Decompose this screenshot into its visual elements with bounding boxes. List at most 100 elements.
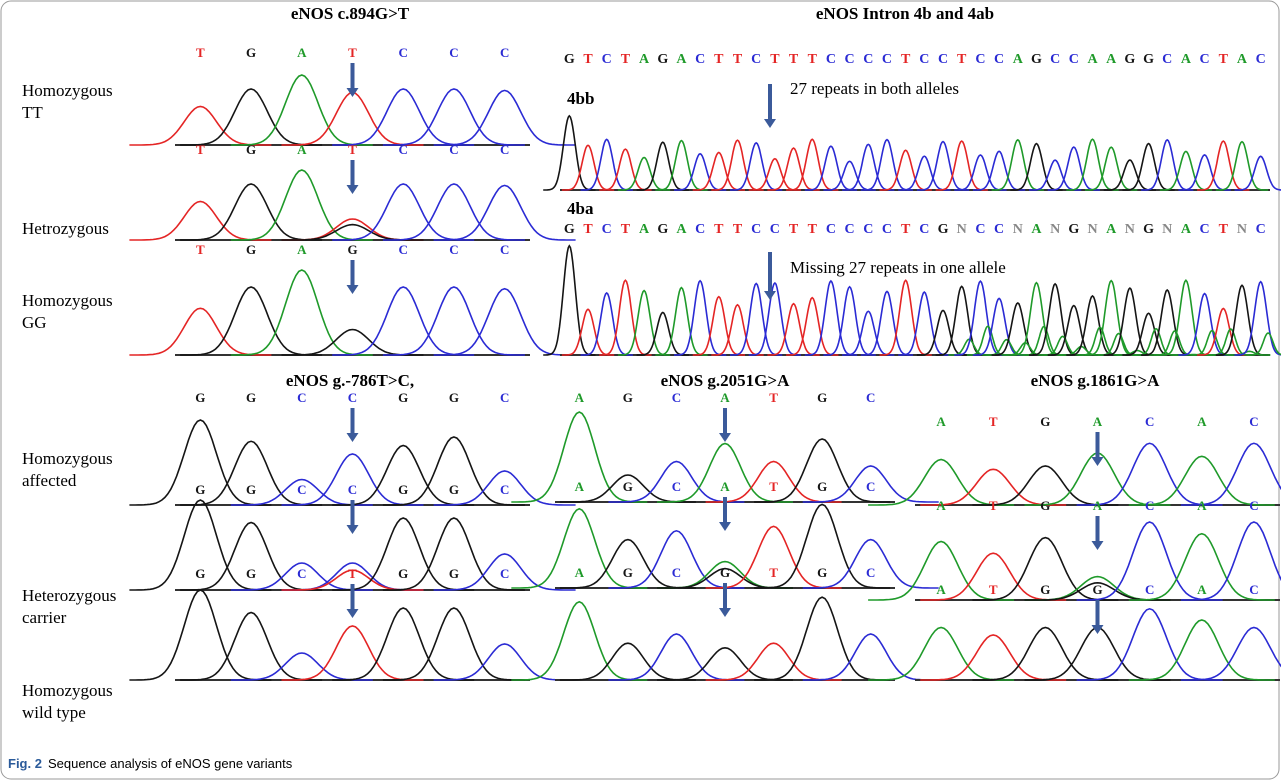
base-letter: C bbox=[1200, 222, 1210, 237]
base-letter: T bbox=[789, 52, 799, 67]
base-letter: A bbox=[1197, 414, 1207, 429]
base-letter: G bbox=[623, 390, 633, 405]
base-letter: A bbox=[1197, 498, 1207, 513]
base-letter: C bbox=[975, 52, 985, 67]
base-letter: T bbox=[901, 52, 911, 67]
base-letter: A bbox=[720, 390, 730, 405]
frame bbox=[1, 1, 1279, 779]
base-letter: G bbox=[1143, 52, 1154, 67]
base-letter: T bbox=[769, 479, 778, 494]
base-letter: G bbox=[246, 45, 256, 60]
row-label: Hetrozygous bbox=[22, 219, 109, 238]
base-letter: A bbox=[676, 222, 687, 237]
base-letter: G bbox=[195, 390, 205, 405]
base-letter: A bbox=[1031, 222, 1042, 237]
base-letter: A bbox=[1093, 498, 1103, 513]
base-letter: A bbox=[639, 52, 650, 67]
row-label-line: Homozygous bbox=[22, 81, 113, 100]
base-letter: G bbox=[1031, 52, 1042, 67]
base-letter: T bbox=[789, 222, 799, 237]
track-note: Missing 27 repeats in one allele bbox=[790, 258, 1006, 277]
base-letter: A bbox=[936, 582, 946, 597]
base-letter: C bbox=[297, 566, 306, 581]
base-letter: C bbox=[602, 52, 612, 67]
base-letter: T bbox=[1219, 222, 1229, 237]
base-letter: A bbox=[1106, 222, 1117, 237]
base-letter: G bbox=[657, 52, 668, 67]
base-letter: T bbox=[348, 45, 357, 60]
base-letter: A bbox=[676, 52, 687, 67]
base-letter: G bbox=[817, 565, 827, 580]
base-letter: C bbox=[863, 52, 873, 67]
base-letter: A bbox=[575, 565, 585, 580]
base-letter: G bbox=[246, 390, 256, 405]
base-letter: G bbox=[1040, 582, 1050, 597]
figure: eNOS c.894G>T eNOS Intron 4b and 4ab eNO… bbox=[0, 0, 1281, 781]
base-letter: A bbox=[1181, 222, 1192, 237]
base-letter: C bbox=[695, 52, 705, 67]
base-letter: C bbox=[1249, 582, 1258, 597]
base-letter: C bbox=[348, 390, 357, 405]
base-letter: G bbox=[1040, 414, 1050, 429]
base-letter: C bbox=[672, 479, 681, 494]
base-letter: A bbox=[1013, 52, 1024, 67]
base-letter: C bbox=[919, 52, 929, 67]
base-letter: T bbox=[714, 52, 724, 67]
base-letter: A bbox=[639, 222, 650, 237]
base-letter: C bbox=[348, 482, 357, 497]
base-letter: C bbox=[845, 52, 855, 67]
base-letter: C bbox=[1069, 52, 1079, 67]
row-label-line: Homozygous bbox=[22, 681, 113, 700]
base-letter: G bbox=[449, 390, 459, 405]
base-letter: T bbox=[733, 222, 743, 237]
base-letter: G bbox=[564, 52, 575, 67]
base-letter: T bbox=[583, 52, 593, 67]
base-letter: G bbox=[817, 479, 827, 494]
base-letter: C bbox=[449, 45, 458, 60]
base-letter: A bbox=[1181, 52, 1192, 67]
base-letter: C bbox=[500, 242, 509, 257]
track-note: 27 repeats in both alleles bbox=[790, 79, 959, 98]
base-letter: G bbox=[1124, 52, 1135, 67]
base-letter: C bbox=[919, 222, 929, 237]
base-letter: T bbox=[769, 565, 778, 580]
base-letter: C bbox=[695, 222, 705, 237]
base-letter: G bbox=[246, 566, 256, 581]
base-letter: N bbox=[1087, 222, 1097, 237]
row-label-line: Hetrozygous bbox=[22, 219, 109, 238]
base-letter: C bbox=[866, 390, 875, 405]
base-letter: T bbox=[714, 222, 724, 237]
base-letter: N bbox=[1237, 222, 1247, 237]
base-letter: N bbox=[1162, 222, 1172, 237]
base-letter: C bbox=[994, 52, 1004, 67]
base-letter: C bbox=[500, 390, 509, 405]
base-letter: G bbox=[938, 222, 949, 237]
base-letter: C bbox=[1200, 52, 1210, 67]
base-letter: A bbox=[720, 479, 730, 494]
base-letter: C bbox=[975, 222, 985, 237]
base-letter: C bbox=[297, 390, 306, 405]
base-letter: G bbox=[398, 390, 408, 405]
base-letter: C bbox=[1145, 414, 1154, 429]
track-label: 4ba bbox=[567, 199, 594, 218]
panel-title: eNOS g.-786T>C, bbox=[286, 371, 414, 390]
base-letter: A bbox=[1237, 52, 1248, 67]
panel-title: eNOS g.2051G>A bbox=[661, 371, 790, 390]
caption-label: Fig. 2 bbox=[8, 756, 42, 771]
caption: Fig. 2Sequence analysis of eNOS gene var… bbox=[8, 756, 293, 771]
base-letter: G bbox=[449, 566, 459, 581]
base-letter: C bbox=[1249, 498, 1258, 513]
base-letter: C bbox=[1256, 222, 1266, 237]
base-letter: C bbox=[1145, 582, 1154, 597]
base-letter: C bbox=[500, 566, 509, 581]
base-letter: A bbox=[936, 414, 946, 429]
base-letter: C bbox=[1050, 52, 1060, 67]
base-letter: C bbox=[399, 45, 408, 60]
base-letter: G bbox=[246, 482, 256, 497]
row-label-line: Homozygous bbox=[22, 449, 113, 468]
base-letter: G bbox=[623, 565, 633, 580]
base-letter: T bbox=[621, 222, 631, 237]
base-letter: G bbox=[1092, 582, 1102, 597]
base-letter: C bbox=[1256, 52, 1266, 67]
base-letter: C bbox=[500, 482, 509, 497]
